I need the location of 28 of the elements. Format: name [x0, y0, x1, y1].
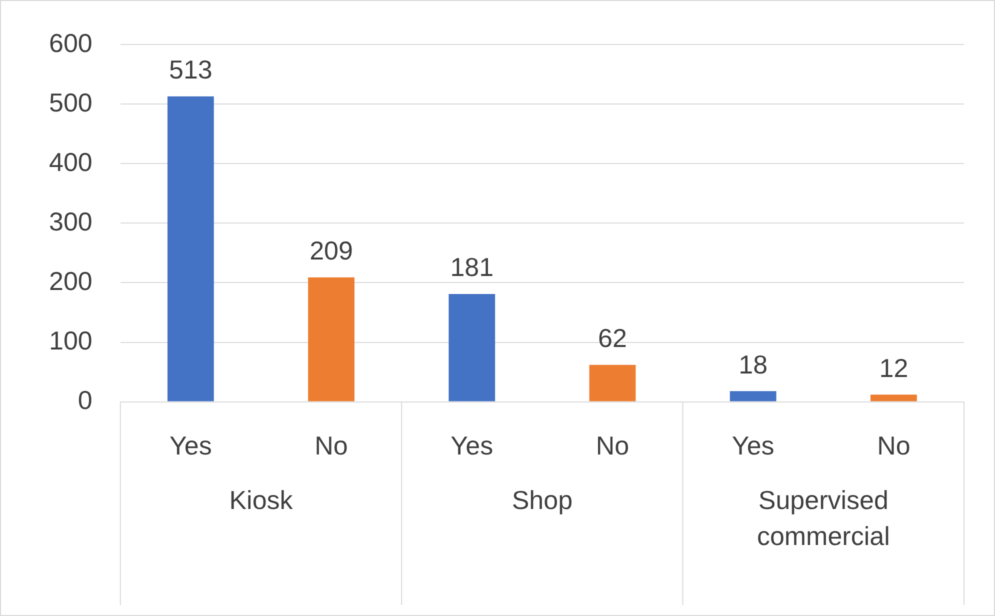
bar: [167, 96, 214, 402]
x-tick-label: No: [314, 430, 348, 461]
x-tick-label: No: [877, 430, 910, 461]
y-tick-label: 600: [48, 28, 92, 58]
x-tick-label: Yes: [732, 430, 774, 461]
y-tick-label: 400: [48, 146, 92, 177]
data-label: 18: [738, 349, 768, 380]
data-label: 181: [450, 252, 494, 282]
x-tick-label: Yes: [169, 430, 212, 461]
bar: [308, 277, 354, 402]
bar: [730, 391, 776, 402]
y-tick-label: 300: [48, 206, 92, 236]
x-tick-label: Yes: [450, 430, 494, 461]
bar: [870, 394, 917, 402]
text: Kiosk: [229, 484, 294, 515]
bar: [589, 364, 636, 402]
text: Shop: [512, 484, 573, 515]
y-tick-label: 200: [48, 266, 92, 296]
data-label: 513: [168, 54, 212, 85]
y-tick-label: 500: [48, 87, 92, 118]
text: Supervised commercial: [756, 484, 890, 551]
bar: [448, 294, 496, 402]
data-label: 12: [879, 352, 908, 383]
data-label: 62: [598, 323, 627, 354]
y-tick-label: 0: [78, 384, 92, 415]
y-tick-label: 100: [48, 325, 92, 356]
data-label: 209: [310, 236, 353, 266]
x-tick-label: No: [596, 430, 630, 461]
